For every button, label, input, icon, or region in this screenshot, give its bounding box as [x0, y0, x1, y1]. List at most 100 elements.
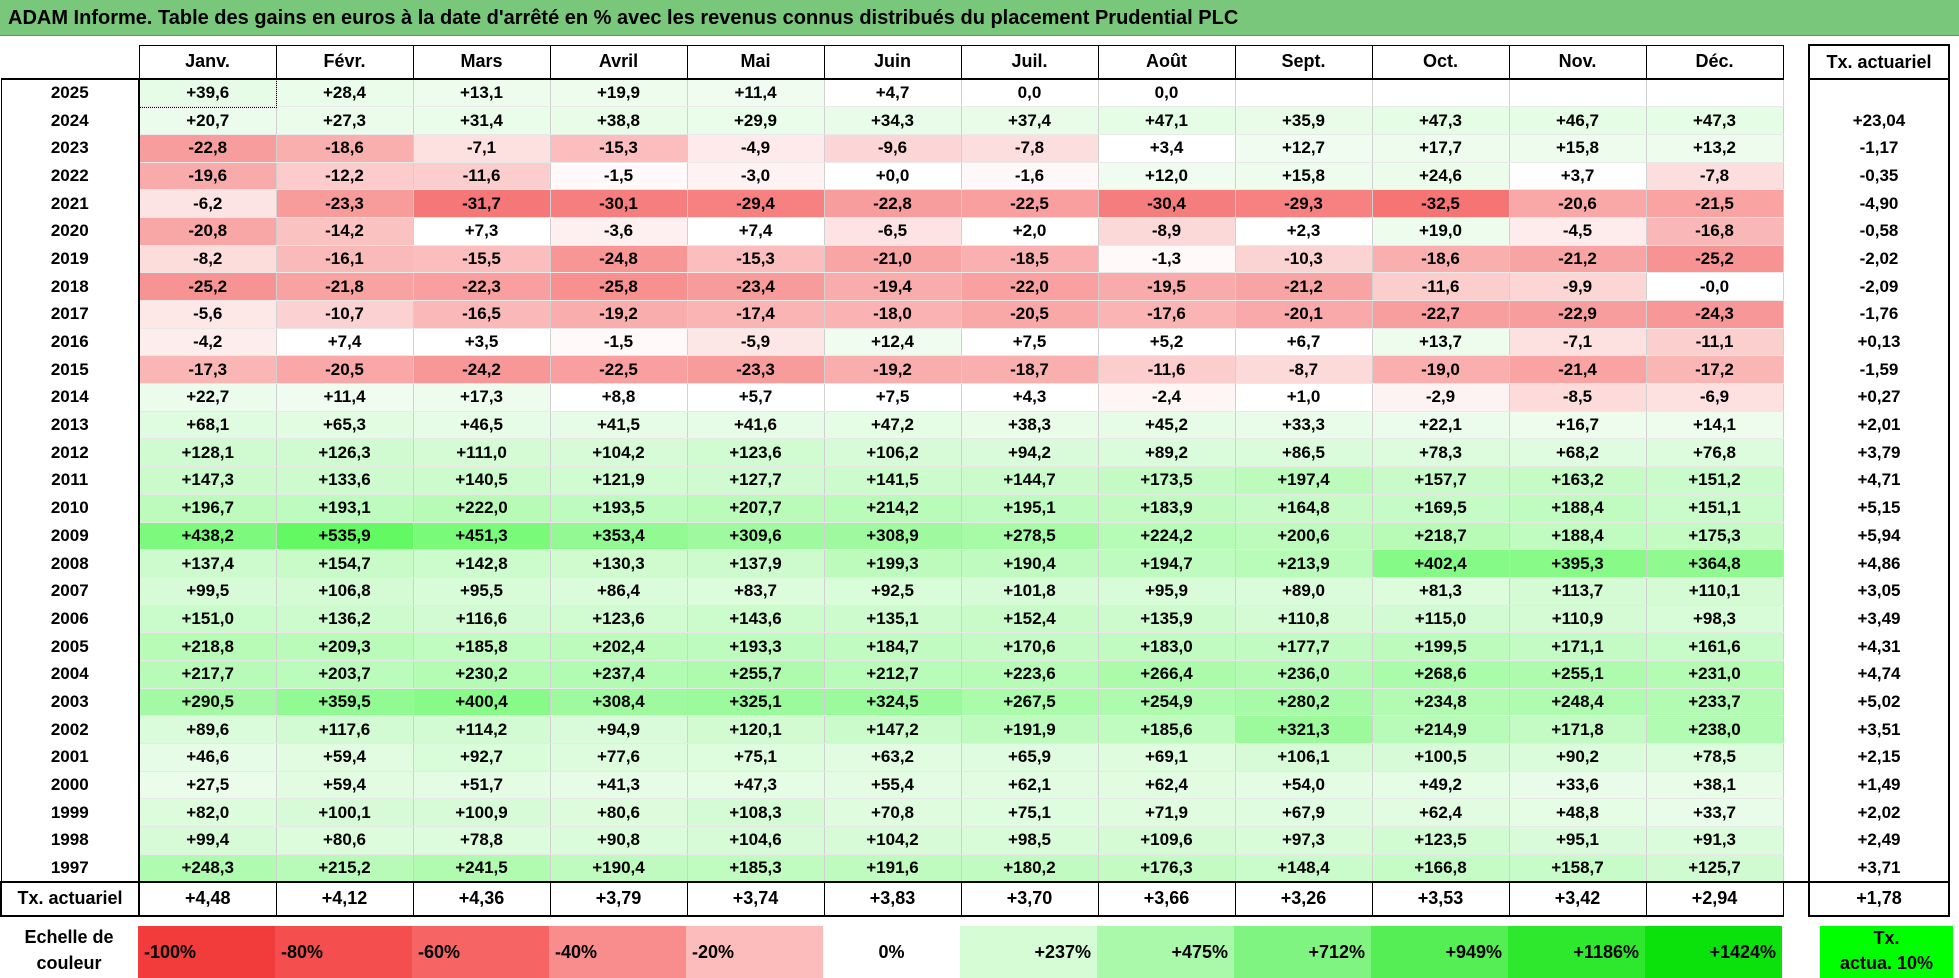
color-scale-swatch: +237%	[960, 926, 1097, 978]
gain-cell: +438,2	[138, 522, 277, 551]
gain-cell: +98,5	[960, 826, 1099, 855]
rate-cell: -4,90	[1808, 189, 1950, 218]
gain-cell: +15,8	[1508, 134, 1647, 163]
table-row: 2002 +89,6 +117,6 +114,2 +94,9 +120,1 +147,2 +1…	[0, 715, 1950, 744]
gain-cell: +185,8	[412, 632, 551, 661]
gain-cell: +203,7	[275, 660, 414, 689]
gain-cell: +395,3	[1508, 549, 1647, 578]
gain-cell: +7,3	[412, 217, 551, 246]
footer-rate-cell: +3,74	[686, 880, 825, 917]
gain-cell: +97,3	[1234, 826, 1373, 855]
gain-cell: +121,9	[549, 466, 688, 495]
gain-cell: +280,2	[1234, 688, 1373, 717]
gain-cell: -4,5	[1508, 217, 1647, 246]
gain-cell: +143,6	[686, 605, 825, 634]
gain-cell: -11,1	[1645, 328, 1784, 357]
gain-cell: +3,7	[1508, 162, 1647, 191]
gain-cell: +95,9	[1097, 577, 1236, 606]
gain-cell: -18,6	[1371, 245, 1510, 274]
gain-cell: -18,5	[960, 245, 1099, 274]
gain-cell: +188,4	[1508, 522, 1647, 551]
gain-cell: +234,8	[1371, 688, 1510, 717]
gain-cell: -32,5	[1371, 189, 1510, 218]
gain-cell: -1,6	[960, 162, 1099, 191]
gain-cell: +4,3	[960, 383, 1099, 412]
rate-cell: +4,86	[1808, 549, 1950, 578]
actuarial-scale-line1: Tx.	[1873, 928, 1900, 948]
gain-cell: +217,7	[138, 660, 277, 689]
gain-cell: -15,5	[412, 245, 551, 274]
color-scale-legend: Echelle de couleur -100% -80% -60% -40% -20%…	[0, 924, 1959, 978]
gain-cell: -25,8	[549, 272, 688, 301]
column-gap	[1783, 688, 1809, 716]
gain-cell: +22,1	[1371, 411, 1510, 440]
month-header: Juil.	[960, 44, 1099, 80]
gain-cell: +123,5	[1371, 826, 1510, 855]
gains-table: Janv. Févr. Mars Avril Mai Juin Juil. Août Sept.…	[0, 44, 1950, 917]
gain-cell: +116,6	[412, 605, 551, 634]
gain-cell: +193,1	[275, 494, 414, 523]
year-label: 2018	[0, 272, 140, 301]
gain-cell: -20,6	[1508, 189, 1647, 218]
column-gap	[1783, 162, 1809, 190]
year-label: 1997	[0, 854, 140, 883]
gain-cell: +209,3	[275, 632, 414, 661]
gain-cell: -1,3	[1097, 245, 1236, 274]
footer-rate-cell: +4,48	[138, 880, 277, 917]
gain-cell: +75,1	[686, 743, 825, 772]
gain-cell: +308,4	[549, 688, 688, 717]
gain-cell: +183,9	[1097, 494, 1236, 523]
gain-cell: +188,4	[1508, 494, 1647, 523]
gain-cell: -18,7	[960, 355, 1099, 385]
gain-cell: +233,7	[1645, 688, 1784, 717]
gain-cell: -29,3	[1234, 189, 1373, 218]
column-gap	[1783, 522, 1809, 550]
gain-cell: +94,9	[549, 715, 688, 744]
gain-cell: -21,0	[823, 245, 962, 274]
gain-cell: -22,5	[549, 355, 688, 385]
gain-cell: +157,7	[1371, 466, 1510, 495]
gain-cell: +7,5	[823, 383, 962, 412]
gain-cell: +20,7	[138, 106, 277, 135]
gain-cell: -25,2	[1645, 245, 1784, 274]
gain-cell: +94,2	[960, 438, 1099, 468]
gain-cell: +184,7	[823, 632, 962, 661]
gain-cell: +24,6	[1371, 162, 1510, 191]
gain-cell: +126,3	[275, 438, 414, 468]
gain-cell: -17,2	[1645, 355, 1784, 385]
gain-cell: +255,1	[1508, 660, 1647, 689]
gain-cell: -5,9	[686, 328, 825, 357]
gain-cell: 0,0	[1097, 79, 1236, 108]
gain-cell: -31,7	[412, 189, 551, 218]
gain-cell: +4,7	[823, 79, 962, 108]
table-row: 1997 +248,3 +215,2 +241,5 +190,4 +185,3 +191,6…	[0, 854, 1950, 883]
gain-cell: +5,7	[686, 383, 825, 412]
gain-cell: +163,2	[1508, 466, 1647, 495]
gain-cell: +2,0	[960, 217, 1099, 246]
gain-cell: +224,2	[1097, 522, 1236, 551]
gain-cell: +78,3	[1371, 438, 1510, 468]
rate-header: Tx. actuariel	[1808, 44, 1950, 80]
gain-cell: +46,5	[412, 411, 551, 440]
gain-cell: -30,1	[549, 189, 688, 218]
gain-cell: +28,4	[275, 79, 414, 108]
footer-rate-cell: +3,26	[1234, 880, 1373, 917]
color-scale-label-line1: Echelle de	[24, 927, 114, 947]
month-header: Nov.	[1508, 44, 1647, 80]
gain-cell: +151,0	[138, 605, 277, 634]
table-row: 2015 -17,3 -20,5 -24,2 -22,5 -23,3 -19,2 -18,7-…	[0, 355, 1950, 385]
gain-cell: -21,2	[1234, 272, 1373, 301]
footer-rate-cell: +3,53	[1371, 880, 1510, 917]
gain-cell: +59,4	[275, 743, 414, 772]
gain-cell: +104,2	[549, 438, 688, 468]
footer-rate-cell: +4,12	[275, 880, 414, 917]
gain-cell: +89,2	[1097, 438, 1236, 468]
gain-cell: -19,0	[1371, 355, 1510, 385]
month-header: Juin	[823, 44, 962, 80]
year-label: 1998	[0, 826, 140, 855]
gain-cell: +324,5	[823, 688, 962, 717]
gain-cell: +202,4	[549, 632, 688, 661]
gain-cell: +100,1	[275, 798, 414, 828]
gain-cell: +195,1	[960, 494, 1099, 523]
gain-cell: +113,7	[1508, 577, 1647, 606]
